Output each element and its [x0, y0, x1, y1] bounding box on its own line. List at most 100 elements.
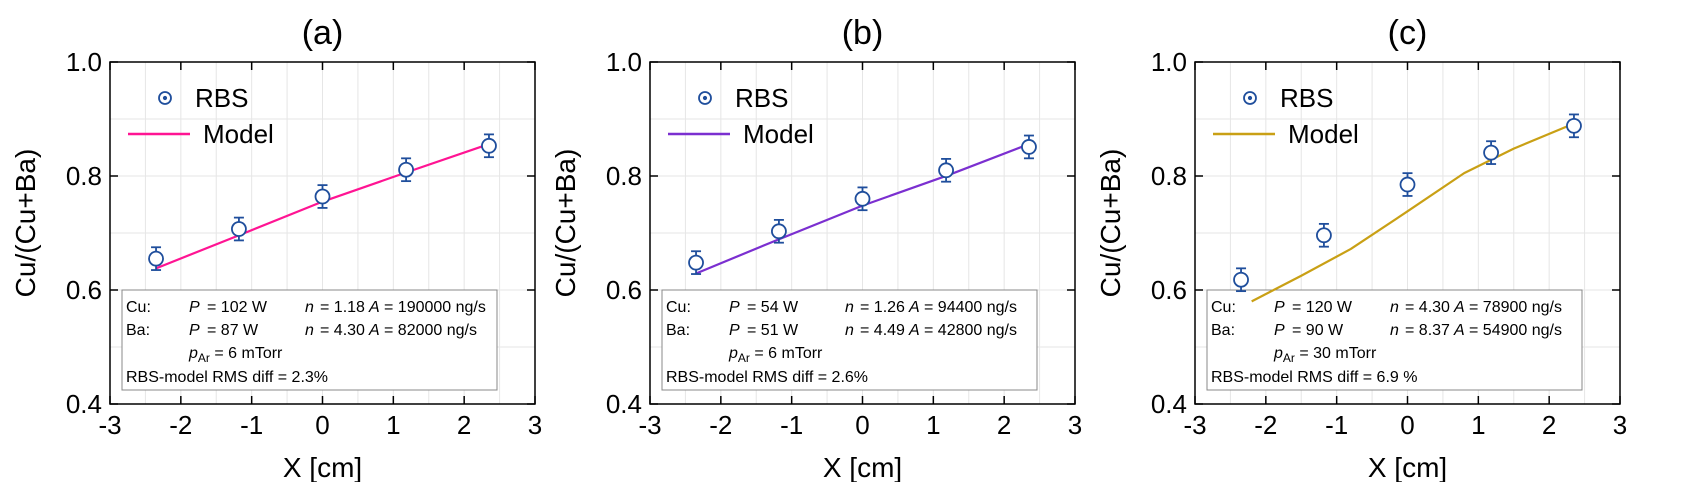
legend-rbs-label: RBS [1280, 83, 1333, 113]
ba-power-symbol: P [1274, 322, 1285, 339]
x-tick-label: -2 [709, 410, 732, 440]
y-axis-title: Cu/(Cu+Ba) [1095, 149, 1126, 298]
y-tick-label: 0.8 [1151, 161, 1187, 191]
cu-a-symbol: A [368, 299, 380, 316]
rbs-point [481, 133, 497, 159]
cu-label: Cu: [126, 299, 151, 316]
ba-a-value: = 54900 ng/s [1469, 322, 1562, 339]
ba-a-symbol: A [908, 322, 920, 339]
x-tick-label: 1 [1471, 410, 1485, 440]
info-box [661, 289, 1038, 391]
argon-pressure-value: = 6 mTorr [210, 345, 283, 362]
rbs-marker [688, 254, 704, 271]
rbs-point [148, 246, 164, 271]
rbs-point [1483, 140, 1499, 165]
x-tick-label: -3 [638, 410, 661, 440]
panel-title: (b) [842, 14, 884, 52]
rms-diff: RBS-model RMS diff = 6.9 % [1211, 369, 1417, 386]
x-tick-label: 2 [1542, 410, 1556, 440]
cu-power-value: = 54 W [747, 299, 799, 316]
cu-n-symbol: n [1390, 299, 1399, 316]
x-tick-label: 1 [386, 410, 400, 440]
rbs-point [938, 157, 954, 183]
x-tick-label: 0 [855, 410, 869, 440]
rbs-marker [1399, 176, 1416, 193]
cu-a-value: = 78900 ng/s [1469, 299, 1562, 316]
argon-pressure-symbol: p [1273, 345, 1283, 362]
argon-pressure: pAr = 6 mTorr [728, 345, 823, 365]
rbs-point [1316, 222, 1332, 248]
rbs-marker [231, 221, 247, 237]
argon-pressure-subscript: Ar [198, 351, 210, 365]
rbs-point [771, 218, 787, 244]
legend-rbs-dot [162, 95, 168, 101]
cu-n-value: = 4.30 [1405, 299, 1450, 316]
cu-n-symbol: n [305, 299, 314, 316]
info-box [121, 289, 498, 391]
rms-diff: RBS-model RMS diff = 2.6% [666, 369, 868, 386]
y-axis-title: Cu/(Cu+Ba) [550, 149, 581, 298]
cu-a-value: = 190000 ng/s [384, 299, 486, 316]
x-tick-label: -1 [1325, 410, 1348, 440]
rbs-marker [148, 250, 164, 267]
ba-n-symbol: n [305, 322, 314, 339]
legend-rbs-label: RBS [195, 83, 248, 113]
y-tick-label: 0.4 [1151, 389, 1187, 419]
ba-label: Ba: [126, 322, 150, 339]
rbs-point [1233, 267, 1249, 293]
rbs-marker [1233, 271, 1249, 288]
rbs-point [314, 184, 331, 209]
ba-power-symbol: P [189, 322, 200, 339]
ba-a-value: = 82000 ng/s [384, 322, 477, 339]
argon-pressure-symbol: p [728, 345, 738, 362]
x-tick-label: 3 [1613, 410, 1627, 440]
cu-a-symbol: A [1453, 299, 1465, 316]
legend-rbs-marker [698, 91, 712, 105]
ba-label: Ba: [1211, 322, 1235, 339]
cu-label: Cu: [666, 299, 691, 316]
rbs-point [398, 157, 414, 183]
rbs-marker [1483, 144, 1499, 161]
legend-rbs-dot [1247, 95, 1253, 101]
rbs-marker [1021, 139, 1037, 155]
legend-rbs-marker [1243, 91, 1257, 105]
ba-n-value: = 8.37 [1405, 322, 1450, 339]
ba-n-symbol: n [845, 322, 854, 339]
x-tick-label: 3 [528, 410, 542, 440]
rbs-point [854, 186, 871, 212]
chart-panel-c: -3 -2 -1 0 1 2 3 0.4 0.6 0.8 1.0 (c) X [cm] Cu/(Cu+Ba… [1095, 14, 1627, 482]
cu-power-value: = 120 W [1292, 299, 1353, 316]
y-tick-label: 1.0 [606, 47, 642, 77]
x-tick-label: -3 [1183, 410, 1206, 440]
x-tick-label: 1 [926, 410, 940, 440]
y-axis-title: Cu/(Cu+Ba) [10, 149, 41, 298]
cu-power-symbol: P [1274, 299, 1285, 316]
x-axis-title: X [cm] [823, 452, 902, 482]
x-axis-title: X [cm] [1368, 452, 1447, 482]
argon-pressure-subscript: Ar [738, 351, 750, 365]
panel-title: (a) [302, 14, 344, 52]
argon-pressure: pAr = 30 mTorr [1273, 345, 1377, 365]
argon-pressure-value: = 30 mTorr [1295, 345, 1377, 362]
rbs-marker [481, 137, 497, 154]
cu-n-value: = 1.18 [320, 299, 365, 316]
ba-power-value: = 90 W [1292, 322, 1344, 339]
cu-power-symbol: P [189, 299, 200, 316]
panel-title: (c) [1388, 14, 1428, 52]
y-tick-label: 0.8 [66, 161, 102, 191]
x-tick-label: -3 [98, 410, 121, 440]
argon-pressure-symbol: p [188, 345, 198, 362]
y-tick-label: 0.8 [606, 161, 642, 191]
rbs-point [1566, 113, 1582, 139]
cu-label: Cu: [1211, 299, 1236, 316]
ba-power-symbol: P [729, 322, 740, 339]
argon-pressure: pAr = 6 mTorr [188, 345, 283, 365]
x-tick-label: 3 [1068, 410, 1082, 440]
cu-n-value: = 1.26 [860, 299, 905, 316]
argon-pressure-value: = 6 mTorr [750, 345, 823, 362]
rbs-point [231, 216, 247, 242]
ba-n-value: = 4.30 [320, 322, 365, 339]
rms-diff: RBS-model RMS diff = 2.3% [126, 369, 328, 386]
ba-a-symbol: A [1453, 322, 1465, 339]
